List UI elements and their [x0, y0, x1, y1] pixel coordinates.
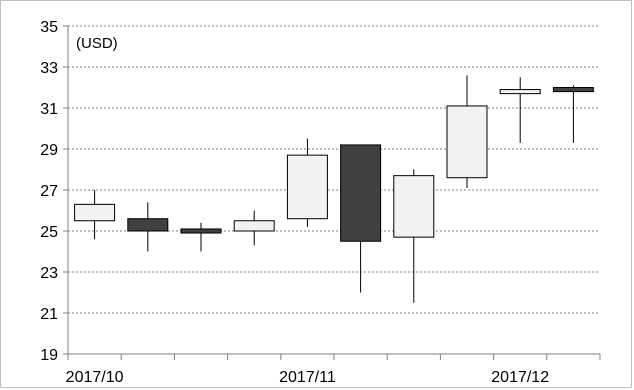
- y-tick-label: 25: [40, 224, 58, 241]
- candle: [552, 85, 594, 143]
- x-tick-label: 2017/12: [491, 369, 549, 386]
- candle: [446, 75, 488, 188]
- x-tick-labels: 2017/10 2017/11 2017/12: [66, 369, 550, 386]
- y-tick-label: 31: [40, 101, 58, 118]
- y-tick-label: 33: [40, 60, 58, 77]
- candle: [499, 77, 541, 143]
- y-tick-label: 19: [40, 347, 58, 364]
- candle-body: [127, 218, 169, 232]
- axes: [63, 25, 601, 360]
- y-tick-labels: 35 33 31 29 27 25 23 21 19: [40, 19, 58, 364]
- candle-body: [393, 175, 435, 238]
- candle-body: [340, 144, 382, 242]
- candle: [286, 138, 328, 227]
- candle-body: [552, 87, 594, 93]
- candle: [74, 190, 116, 240]
- candle-body: [286, 154, 328, 220]
- y-tick-label: 35: [40, 19, 58, 36]
- y-tick-label: 23: [40, 265, 58, 282]
- candle: [180, 222, 222, 252]
- candle: [340, 144, 382, 293]
- candle-body: [74, 203, 116, 222]
- y-tick-label: 29: [40, 142, 58, 159]
- candle-body: [446, 105, 488, 179]
- candle: [393, 169, 435, 303]
- y-tick-label: 21: [40, 306, 58, 323]
- x-tick-label: 2017/10: [66, 369, 124, 386]
- unit-label: (USD): [76, 35, 118, 52]
- candle: [127, 202, 169, 252]
- y-tick-label: 27: [40, 183, 58, 200]
- grid-lines: [68, 25, 600, 314]
- candle-body: [499, 89, 541, 95]
- x-tick-label: 2017/11: [279, 369, 336, 386]
- candle-body: [180, 228, 222, 234]
- candle: [233, 210, 275, 246]
- candles: [74, 75, 594, 303]
- candle-body: [233, 220, 275, 232]
